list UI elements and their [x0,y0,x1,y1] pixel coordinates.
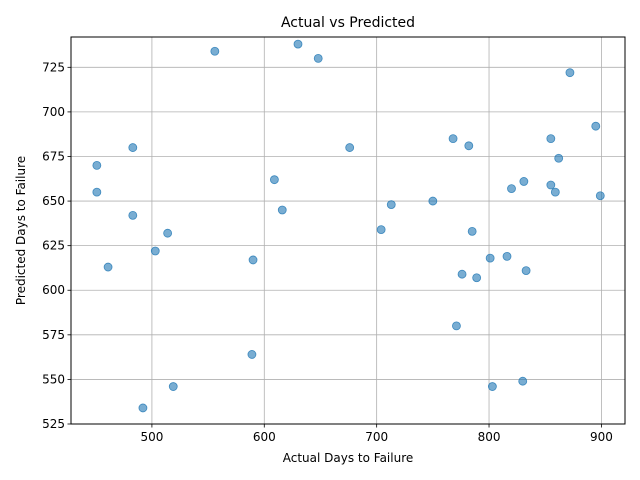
scatter-point [448,134,458,144]
y-tick-label: 650 [42,194,65,208]
y-tick-label: 550 [42,372,65,386]
x-tick-label: 600 [253,430,276,444]
scatter-point [457,269,467,279]
x-tick-label: 800 [478,430,501,444]
y-tick-label: 600 [42,283,65,297]
scatter-point [591,121,601,131]
scatter-point [247,350,257,359]
y-tick-label: 675 [42,149,65,163]
scatter-point [502,251,512,261]
scatter-point [428,196,438,206]
plot-frame [70,36,626,425]
scatter-point [518,376,528,386]
x-axis-label: Actual Days to Failure [283,451,414,465]
scatter-point [565,68,575,78]
scatter-point [277,205,287,215]
scatter-point [464,141,474,151]
scatter-point [92,187,102,197]
scatter-point [128,143,138,152]
scatter-point [210,46,220,56]
y-tick-label: 525 [42,417,65,431]
x-tick-label: 700 [365,430,388,444]
scatter-point [550,187,560,197]
scatter-point [546,180,556,190]
data-points [92,39,605,413]
scatter-point [92,161,102,170]
scatter-point [472,273,482,283]
y-tick-label: 625 [42,239,65,253]
scatter-point [138,403,148,413]
scatter-point [103,262,113,272]
scatter-point [313,54,323,63]
scatter-point [521,266,531,276]
scatter-point [376,225,386,235]
scatter-point [386,200,396,210]
scatter-point [507,184,516,193]
y-axis-label: Predicted Days to Failure [14,156,28,305]
scatter-point [248,255,258,265]
scatter-point [467,226,477,236]
scatter-point [293,39,303,49]
y-tick-label: 575 [42,328,65,342]
x-tick-label: 900 [590,430,613,444]
y-tick-label: 725 [42,60,65,74]
y-axis-ticks: 525 550 575 600 625 650 675 700 725 [42,60,71,431]
y-tick-label: 700 [42,105,65,119]
scatter-point [269,175,279,185]
scatter-point [345,143,355,152]
x-tick-label: 500 [140,430,163,444]
scatter-point [150,246,160,256]
scatter-point [485,253,495,263]
chart-title: Actual vs Predicted [281,15,415,31]
scatter-point [554,153,564,163]
scatter-point [595,191,605,201]
scatter-point [546,134,556,144]
scatter-point [168,382,178,391]
scatter-point [487,382,497,391]
scatter-point [163,228,173,238]
scatter-point [128,210,138,220]
scatter-point [519,177,529,186]
x-axis-ticks: 500 600 700 800 900 [140,424,613,444]
scatter-point [452,321,461,331]
